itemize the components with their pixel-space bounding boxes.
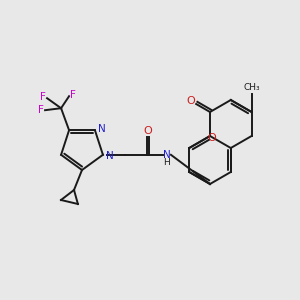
Text: F: F bbox=[40, 92, 46, 102]
Text: N: N bbox=[98, 124, 106, 134]
Text: CH₃: CH₃ bbox=[243, 83, 260, 92]
Text: H: H bbox=[164, 158, 170, 167]
Text: F: F bbox=[38, 105, 44, 115]
Text: F: F bbox=[70, 90, 76, 100]
Text: O: O bbox=[208, 133, 216, 143]
Text: N: N bbox=[163, 150, 171, 160]
Text: N: N bbox=[106, 151, 114, 161]
Text: O: O bbox=[143, 126, 152, 136]
Text: O: O bbox=[187, 96, 195, 106]
